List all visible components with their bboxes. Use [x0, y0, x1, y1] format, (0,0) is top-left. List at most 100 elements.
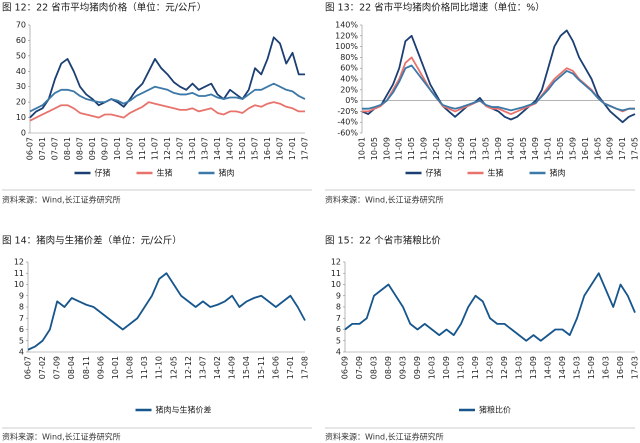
y-tick-label: 0: [21, 129, 26, 138]
x-tick-label: 10-01: [111, 356, 120, 379]
y-tick-label: 7: [336, 314, 341, 323]
x-tick-label: 17-08: [301, 356, 310, 379]
legend-label: 猪肉: [550, 168, 566, 178]
x-tick-label: 07-02: [38, 356, 47, 379]
x-tick-label: 11-01: [138, 137, 147, 160]
legend-label: 仔猪: [95, 168, 111, 178]
x-tick-label: 07-07: [51, 137, 60, 160]
x-tick-label: 14-09: [531, 137, 540, 160]
y-tick-label: 140%: [335, 21, 358, 30]
y-tick-label: 20: [16, 98, 26, 107]
y-tick-label: 100%: [335, 42, 358, 51]
source-note: 资料来源：Wind,长江证券研究所: [325, 432, 444, 442]
y-tick-label: 4: [336, 348, 341, 357]
y-tick-label: 40: [16, 67, 26, 76]
y-tick-label: 60%: [340, 64, 358, 73]
y-tick-label: 9: [19, 291, 24, 300]
x-tick-label: 13-09: [529, 356, 538, 379]
x-tick-label: 11-05: [407, 137, 416, 160]
x-tick-label: 16-05: [593, 137, 602, 160]
x-tick-label: 12-09: [457, 137, 466, 160]
x-tick-label: 15-11: [257, 356, 266, 379]
x-tick-label: 15-09: [568, 137, 577, 160]
y-tick-label: 5: [19, 336, 24, 345]
source-note: 资料来源：Wind,长江证券研究所: [2, 432, 121, 442]
x-tick-label: 14-05: [519, 137, 528, 160]
x-tick-label: 14-01: [213, 137, 222, 160]
x-tick-label: 09-07: [101, 137, 110, 160]
x-tick-label: 10-01: [113, 137, 122, 160]
x-tick-label: 11-03: [140, 356, 149, 379]
x-tick-label: 16-09: [606, 137, 615, 160]
y-tick-label: 11: [14, 269, 24, 278]
x-tick-label: 17-01: [288, 137, 297, 160]
x-tick-label: 17-01: [618, 137, 627, 160]
x-tick-label: 06-07: [26, 137, 35, 160]
legend-label: 猪肉与生猪价差: [156, 405, 212, 415]
x-tick-label: 08-04: [67, 356, 76, 379]
x-tick-label: 11-09: [471, 356, 480, 379]
x-tick-label: 09-01: [88, 137, 97, 160]
x-tick-label: 10-05: [370, 137, 379, 160]
x-tick-label: 13-01: [188, 137, 197, 160]
x-tick-label: 15-04: [242, 356, 251, 379]
y-tick-label: 50: [16, 51, 26, 60]
x-tick-label: 13-01: [469, 137, 478, 160]
x-tick-label: 06-09: [341, 356, 350, 379]
x-tick-label: 08-03: [370, 356, 379, 379]
x-tick-label: 10-07: [126, 137, 135, 160]
data-line: [29, 101, 305, 122]
x-tick-label: 09-03: [399, 356, 408, 379]
x-tick-label: 10-01: [358, 137, 367, 160]
x-tick-label: 12-01: [163, 137, 172, 160]
x-tick-label: 07-01: [38, 137, 47, 160]
legend-label: 猪肉: [219, 168, 235, 178]
x-tick-label: 16-01: [581, 137, 590, 160]
x-tick-label: 08-07: [76, 137, 85, 160]
x-tick-label: 13-09: [494, 137, 503, 160]
x-tick-label: 09-06: [96, 356, 105, 379]
x-tick-label: 16-06: [271, 356, 280, 379]
y-tick-label: 7: [19, 314, 24, 323]
x-tick-label: 13-03: [515, 356, 524, 379]
legend-label: 生猪: [157, 168, 173, 178]
y-tick-label: 10: [16, 113, 26, 122]
x-tick-label: 16-03: [602, 356, 611, 379]
y-tick-label: 12: [14, 258, 24, 267]
x-tick-label: 15-07: [251, 137, 260, 160]
data-line: [344, 272, 636, 342]
x-tick-label: 08-11: [82, 356, 91, 379]
y-tick-label: 5: [336, 336, 341, 345]
x-tick-label: 17-05: [631, 137, 640, 160]
x-tick-label: 08-01: [63, 137, 72, 160]
x-tick-label: 09-09: [413, 356, 422, 379]
x-tick-label: 13-05: [482, 137, 491, 160]
y-tick-label: 70: [16, 21, 26, 30]
data-line: [29, 36, 305, 119]
x-tick-label: 11-01: [395, 137, 404, 160]
x-tick-label: 17-03: [631, 356, 640, 379]
x-tick-label: 17-01: [286, 356, 295, 379]
x-tick-label: 14-02: [213, 356, 222, 379]
x-tick-label: 14-07: [226, 137, 235, 160]
x-tick-label: 12-09: [500, 356, 509, 379]
data-line: [361, 29, 636, 124]
x-tick-label: 10-09: [442, 356, 451, 379]
x-tick-label: 14-03: [544, 356, 553, 379]
x-tick-label: 11-03: [457, 356, 466, 379]
data-line: [362, 64, 635, 112]
source-note: 资料来源：Wind,长江证券研究所: [2, 195, 121, 205]
y-tick-label: 6: [336, 325, 341, 334]
x-tick-label: 10-09: [382, 137, 391, 160]
legend-label: 生猪: [488, 168, 504, 178]
x-tick-label: 10-08: [126, 356, 135, 379]
x-tick-label: 15-01: [238, 137, 247, 160]
y-tick-label: 11: [331, 269, 341, 278]
legend-label: 猪粮比价: [479, 405, 511, 415]
y-tick-label: 60: [16, 36, 26, 45]
x-tick-label: 13-07: [198, 356, 207, 379]
y-tick-label: 40%: [340, 75, 358, 84]
x-tick-label: 12-12: [184, 356, 193, 379]
chart-title: 图 13：22 省市平均猪肉价格同比增速（单位：%）: [325, 2, 545, 14]
x-tick-label: 07-09: [53, 356, 62, 379]
